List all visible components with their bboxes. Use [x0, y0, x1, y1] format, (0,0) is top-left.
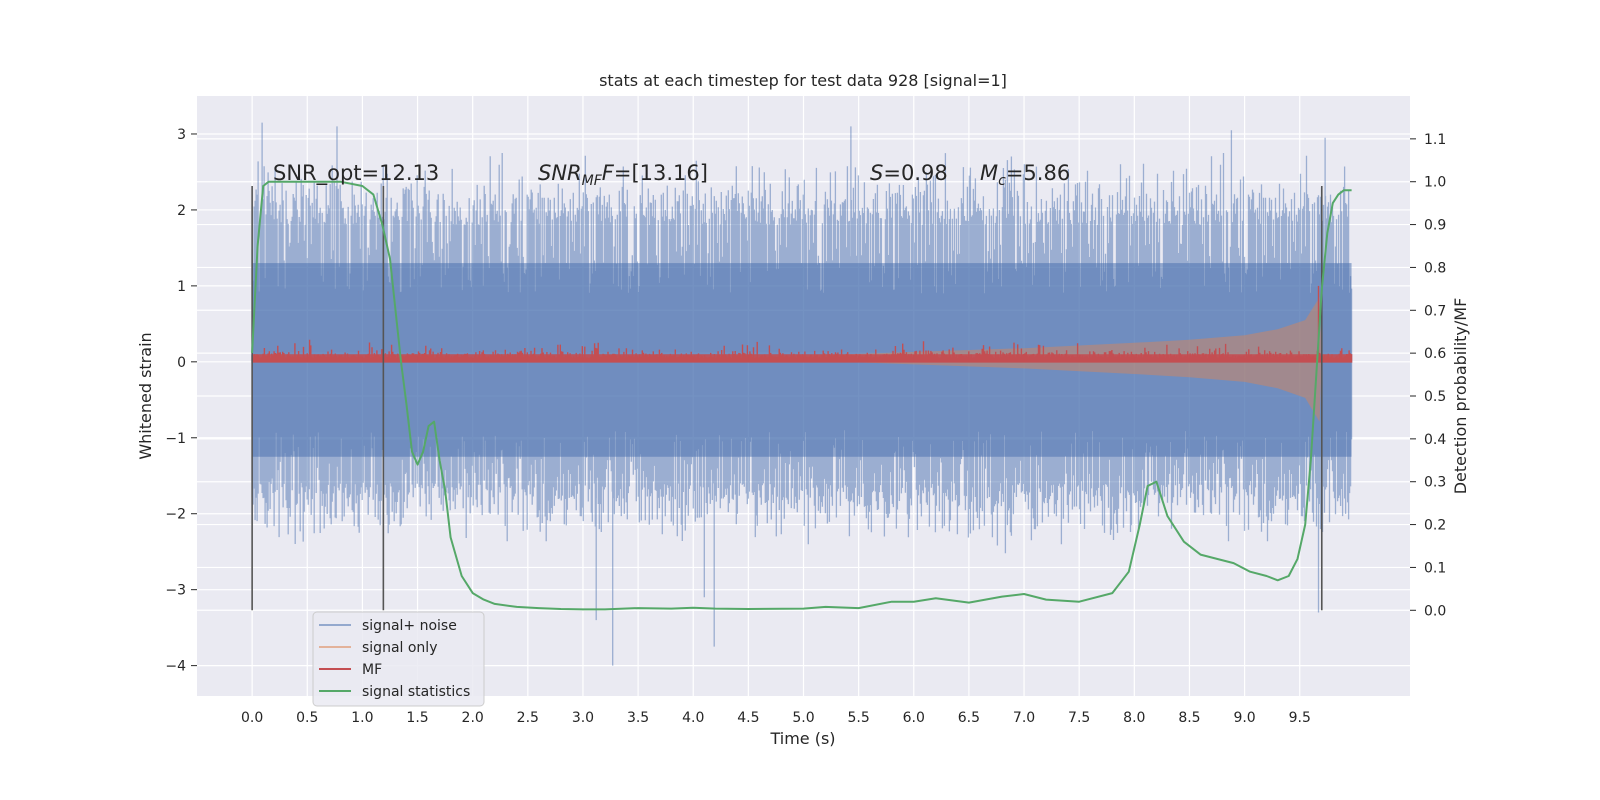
left-y-tick-label: 3: [177, 127, 186, 143]
signal-statistics-line: [251, 180, 1352, 611]
legend: signal+ noise signal only MF signal stat…: [312, 611, 485, 707]
right-y-tick-label: 0.2: [1424, 518, 1446, 534]
chart-title: stats at each timestep for test data 928…: [599, 71, 1007, 90]
right-y-tick-label: 0.0: [1424, 603, 1446, 619]
snr-mf-subscript: MF: [582, 173, 603, 189]
x-ticks: 0.0 0.5 1.0 1.5 2.0 2.5 3.0 3.5 4.0 4.5 5.0 5.5 6.0 6…: [241, 710, 1311, 726]
mc-base: M: [980, 161, 998, 185]
x-tick-label: 2.0: [462, 710, 484, 726]
legend-label-signal-only: signal only: [362, 640, 437, 656]
left-y-tick-label: −2: [165, 507, 186, 523]
x-tick-label: 8.5: [1178, 710, 1200, 726]
vertical-markers: [251, 186, 1323, 611]
mc-annotation: Mc=5.86: [980, 161, 1070, 189]
left-y-tick-label: 2: [177, 203, 186, 219]
s-annotation: S=0.98: [870, 161, 948, 185]
right-y-ticks: 1.1 1.0 0.9 0.8 0.7 0.6 0.5 0.4 0.3 0.2 0.1 0.0: [1410, 132, 1446, 619]
left-y-tick-label: −3: [165, 583, 186, 599]
left-y-tick-label: −1: [165, 431, 186, 447]
snr-mf-base: SNR: [538, 161, 582, 185]
x-tick-label: 7.0: [1013, 710, 1035, 726]
mc-value: =5.86: [1006, 161, 1070, 185]
x-tick-label: 3.0: [572, 710, 594, 726]
x-tick-label: 5.0: [792, 710, 814, 726]
signal-statistics-series: [251, 180, 1352, 611]
x-tick-label: 6.0: [903, 710, 925, 726]
right-y-tick-label: 0.9: [1424, 218, 1446, 234]
legend-label-signal-statistics: signal statistics: [362, 684, 470, 700]
right-y-tick-label: 0.7: [1424, 303, 1446, 319]
right-y-tick-label: 0.8: [1424, 260, 1446, 276]
legend-box: [312, 611, 485, 707]
right-y-tick-label: 0.3: [1424, 475, 1446, 491]
snr-mf-annotation: SNRMFF=[13.16]: [538, 161, 708, 189]
snr-opt-annotation: SNR_opt=12.13: [273, 161, 439, 186]
right-y-tick-label: 0.5: [1424, 389, 1446, 405]
x-tick-label: 7.5: [1068, 710, 1090, 726]
x-tick-label: 9.0: [1233, 710, 1255, 726]
left-y-ticks: 3 2 1 0 −1 −2 −3 −4: [165, 127, 197, 675]
x-tick-label: 0.5: [296, 710, 318, 726]
snr-mf-f: F: [602, 161, 615, 185]
legend-label-mf: MF: [362, 662, 382, 678]
x-tick-label: 0.0: [241, 710, 263, 726]
left-y-tick-label: 1: [177, 279, 186, 295]
left-y-tick-label: −4: [165, 659, 186, 675]
x-tick-label: 9.5: [1289, 710, 1311, 726]
annotations: SNR_opt=12.13 SNRMFF=[13.16] S=0.98 Mc=5…: [273, 161, 1070, 189]
legend-label-signal-noise: signal+ noise: [362, 618, 457, 634]
right-y-tick-label: 0.4: [1424, 432, 1446, 448]
s-value: =0.98: [883, 161, 947, 185]
x-tick-label: 3.5: [627, 710, 649, 726]
right-y-tick-label: 0.6: [1424, 346, 1446, 362]
right-y-tick-label: 1.1: [1424, 132, 1446, 148]
right-y-tick-label: 0.1: [1424, 560, 1446, 576]
right-y-axis-title: Detection probability/MF: [1451, 298, 1470, 495]
x-tick-label: 1.0: [351, 710, 373, 726]
x-tick-label: 4.5: [737, 710, 759, 726]
left-y-axis-title: Whitened strain: [136, 332, 155, 459]
x-tick-label: 2.5: [517, 710, 539, 726]
right-y-tick-label: 1.0: [1424, 175, 1446, 191]
x-tick-label: 6.5: [958, 710, 980, 726]
x-tick-label: 8.0: [1123, 710, 1145, 726]
snr-mf-value: =[13.16]: [614, 161, 708, 185]
x-axis-title: Time (s): [769, 729, 835, 748]
mc-subscript: c: [998, 173, 1006, 189]
x-tick-label: 5.5: [848, 710, 870, 726]
s-symbol: S: [870, 161, 883, 185]
x-tick-label: 4.0: [682, 710, 704, 726]
left-y-tick-label: 0: [177, 355, 186, 371]
x-tick-label: 1.5: [406, 710, 428, 726]
